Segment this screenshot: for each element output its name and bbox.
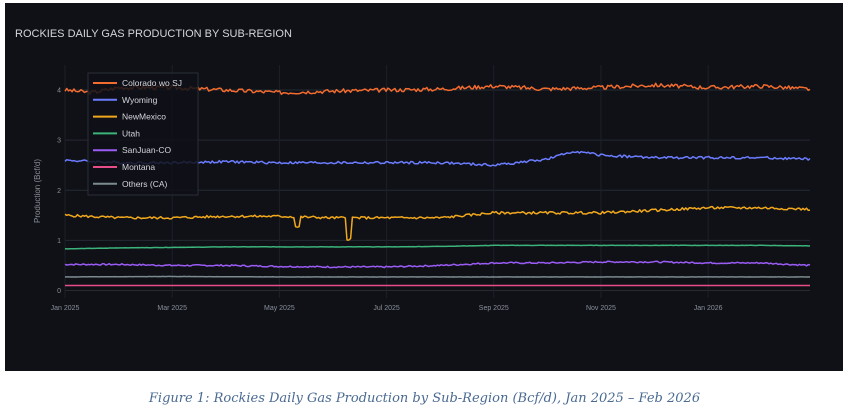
series-line-others-ca- xyxy=(64,275,811,278)
chart: ROCKIES DAILY GAS PRODUCTION BY SUB-REGI… xyxy=(15,28,811,312)
legend-item-label[interactable]: NewMexico xyxy=(122,112,166,122)
axes: 0 1 2 3 4 Jan 2025 Mar 2025 May 2025 Jul 2025 Sep… xyxy=(51,88,723,312)
x-tick-label: Jul 2025 xyxy=(373,305,400,312)
y-tick-label: 2 xyxy=(57,188,61,195)
series-line-newmexico xyxy=(64,205,810,241)
x-tick-label: Nov 2025 xyxy=(586,305,616,312)
x-tick-label: May 2025 xyxy=(264,305,295,312)
y-tick-label: 1 xyxy=(57,238,61,245)
series-line-sanjuan-co xyxy=(64,260,811,269)
series-line-utah xyxy=(64,244,811,250)
legend-item-label[interactable]: SanJuan-CO xyxy=(122,145,172,155)
x-tick-label: Jan 2026 xyxy=(694,305,723,312)
figure-panel: ROCKIES DAILY GAS PRODUCTION BY SUB-REGI… xyxy=(5,3,843,371)
legend[interactable]: Colorado wo SJ Wyoming NewMexico Utah SanJua… xyxy=(87,72,199,196)
figure-caption: Figure 1: Rockies Daily Gas Production b… xyxy=(148,391,701,406)
x-tick-label: Sep 2025 xyxy=(479,305,509,312)
legend-item-label[interactable]: Montana xyxy=(122,162,155,172)
y-tick-label: 3 xyxy=(57,138,61,145)
x-tick-label: Mar 2025 xyxy=(157,305,187,312)
chart-title: ROCKIES DAILY GAS PRODUCTION BY SUB-REGI… xyxy=(15,28,292,40)
y-tick-label: 0 xyxy=(57,288,61,295)
y-axis-label: Production (Bcf/d) xyxy=(33,159,42,223)
x-tick-label: Jan 2025 xyxy=(51,305,80,312)
legend-item-label[interactable]: Colorado wo SJ xyxy=(122,78,182,88)
legend-item-label[interactable]: Wyoming xyxy=(122,95,158,105)
y-tick-label: 4 xyxy=(57,88,61,95)
legend-item-label[interactable]: Others (CA) xyxy=(122,179,168,189)
legend-item-label[interactable]: Utah xyxy=(122,128,140,138)
